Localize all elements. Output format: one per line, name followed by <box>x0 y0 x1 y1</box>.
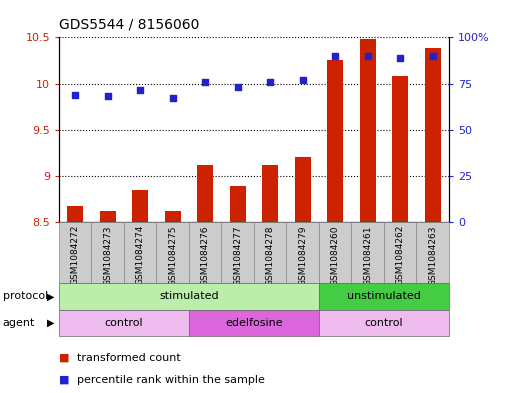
Bar <box>351 222 384 283</box>
Bar <box>91 222 124 283</box>
Point <box>104 93 112 99</box>
Text: stimulated: stimulated <box>159 291 219 301</box>
Text: control: control <box>365 318 403 328</box>
Bar <box>189 310 319 336</box>
Text: ▶: ▶ <box>47 318 55 328</box>
Text: GSM1084263: GSM1084263 <box>428 225 437 286</box>
Text: percentile rank within the sample: percentile rank within the sample <box>77 375 265 385</box>
Point <box>299 77 307 83</box>
Bar <box>424 48 441 222</box>
Bar <box>67 206 83 222</box>
Text: agent: agent <box>3 318 35 328</box>
Bar <box>100 211 116 222</box>
Text: GSM1084260: GSM1084260 <box>331 225 340 286</box>
Text: GSM1084274: GSM1084274 <box>136 225 145 285</box>
Text: protocol: protocol <box>3 291 48 301</box>
Bar <box>156 222 189 283</box>
Text: transformed count: transformed count <box>77 353 181 363</box>
Text: GSM1084262: GSM1084262 <box>396 225 405 285</box>
Bar <box>59 283 319 310</box>
Bar <box>327 61 343 222</box>
Bar <box>417 222 449 283</box>
Text: ■: ■ <box>59 375 69 385</box>
Bar <box>319 222 351 283</box>
Point <box>396 55 404 61</box>
Text: unstimulated: unstimulated <box>347 291 421 301</box>
Point <box>201 79 209 85</box>
Bar <box>254 222 286 283</box>
Point <box>233 84 242 90</box>
Text: GSM1084278: GSM1084278 <box>266 225 274 286</box>
Bar <box>124 222 156 283</box>
Text: GSM1084279: GSM1084279 <box>298 225 307 286</box>
Bar <box>319 283 449 310</box>
Point <box>364 53 372 59</box>
Text: edelfosine: edelfosine <box>225 318 283 328</box>
Bar <box>294 157 311 222</box>
Text: GSM1084277: GSM1084277 <box>233 225 242 286</box>
Point <box>428 53 437 59</box>
Point <box>331 53 339 59</box>
Bar <box>222 222 254 283</box>
Text: ■: ■ <box>59 353 69 363</box>
Text: GSM1084272: GSM1084272 <box>71 225 80 285</box>
Point <box>169 95 177 101</box>
Bar <box>229 186 246 222</box>
Bar <box>59 310 189 336</box>
Bar <box>360 39 376 222</box>
Bar <box>384 222 417 283</box>
Text: GSM1084261: GSM1084261 <box>363 225 372 286</box>
Bar <box>286 222 319 283</box>
Bar <box>319 310 449 336</box>
Bar <box>189 222 222 283</box>
Point <box>71 92 80 98</box>
Bar <box>197 165 213 222</box>
Bar <box>59 222 91 283</box>
Bar <box>132 190 148 222</box>
Bar <box>165 211 181 222</box>
Text: GDS5544 / 8156060: GDS5544 / 8156060 <box>59 18 200 32</box>
Bar <box>392 76 408 222</box>
Text: GSM1084276: GSM1084276 <box>201 225 210 286</box>
Bar <box>262 165 278 222</box>
Point <box>136 87 144 93</box>
Text: ▶: ▶ <box>47 291 55 301</box>
Text: GSM1084273: GSM1084273 <box>103 225 112 286</box>
Text: GSM1084275: GSM1084275 <box>168 225 177 286</box>
Point <box>266 79 274 85</box>
Text: control: control <box>105 318 143 328</box>
